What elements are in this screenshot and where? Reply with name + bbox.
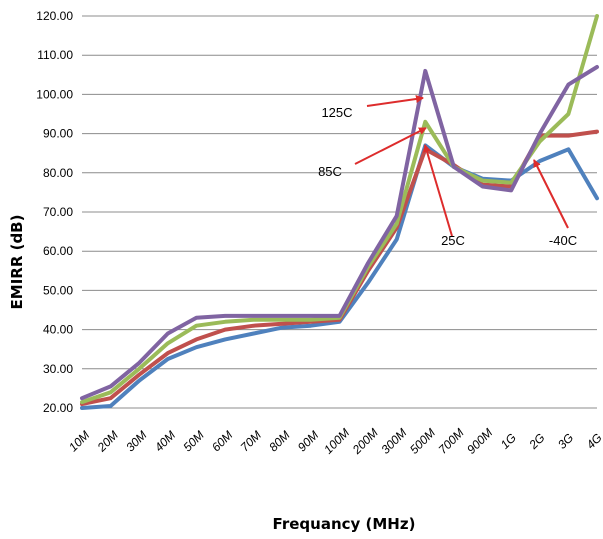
y-tick-label: 80.00 [43,166,73,180]
y-tick-label: 90.00 [43,127,73,141]
series-lines [80,14,599,410]
y-tick-label: 30.00 [43,362,73,376]
gridlines [82,15,597,409]
x-tick-label: 70M [238,428,264,454]
annotations: 125C 85C 25C -40C [318,95,577,248]
annotation-label: 85C [318,164,342,179]
x-tick-label: 4G [584,431,603,452]
x-tick-label: 900M [464,426,495,457]
y-tick-label: 50.00 [43,283,73,297]
x-tick-labels: 10M 20M 30M 40M 50M 60M 70M 80M 90M 100M200M300M5… [66,426,603,458]
x-tick-label: 10M [66,428,92,454]
x-tick-label: 20M [94,428,121,455]
annotation-arrow [354,127,427,165]
x-tick-label: 80M [266,428,292,454]
annotation-label: -40C [549,233,577,248]
x-tick-label: 300M [378,426,409,457]
x-tick-label: 200M [349,426,381,458]
series-line-125c [80,65,599,401]
x-tick-label: 60M [209,428,235,454]
x-tick-label: 90M [295,428,321,454]
y-tick-label: 20.00 [43,401,73,415]
x-axis-label: Frequancy (MHz) [273,515,416,533]
x-tick-label: 1G [498,431,519,452]
x-tick-label: 30M [123,428,149,454]
x-tick-label: 50M [180,428,206,454]
annotation-arrow [533,159,569,229]
x-tick-label: 40M [152,428,178,454]
x-tick-label: 700M [436,426,467,457]
y-tick-labels: 20.00 30.00 40.00 50.00 60.00 70.00 80.00 90.00… [36,9,73,415]
y-tick-label: 100.00 [36,87,73,101]
x-tick-label: 3G [555,431,576,452]
annotation-arrow [423,144,453,237]
y-tick-label: 70.00 [43,205,73,219]
y-tick-label: 60.00 [43,244,73,258]
x-tick-label: 100M [321,426,352,457]
y-tick-label: 40.00 [43,323,73,337]
y-axis-label: EMIRR (dB) [8,215,26,310]
annotation-arrow [366,95,424,107]
y-tick-label: 110.00 [37,48,73,62]
annotation-label: 25C [441,233,465,248]
x-tick-label: 500M [407,426,438,457]
annotation-label: 125C [321,105,352,120]
y-tick-label: 120.00 [36,9,73,23]
x-tick-label: 2G [526,431,548,453]
